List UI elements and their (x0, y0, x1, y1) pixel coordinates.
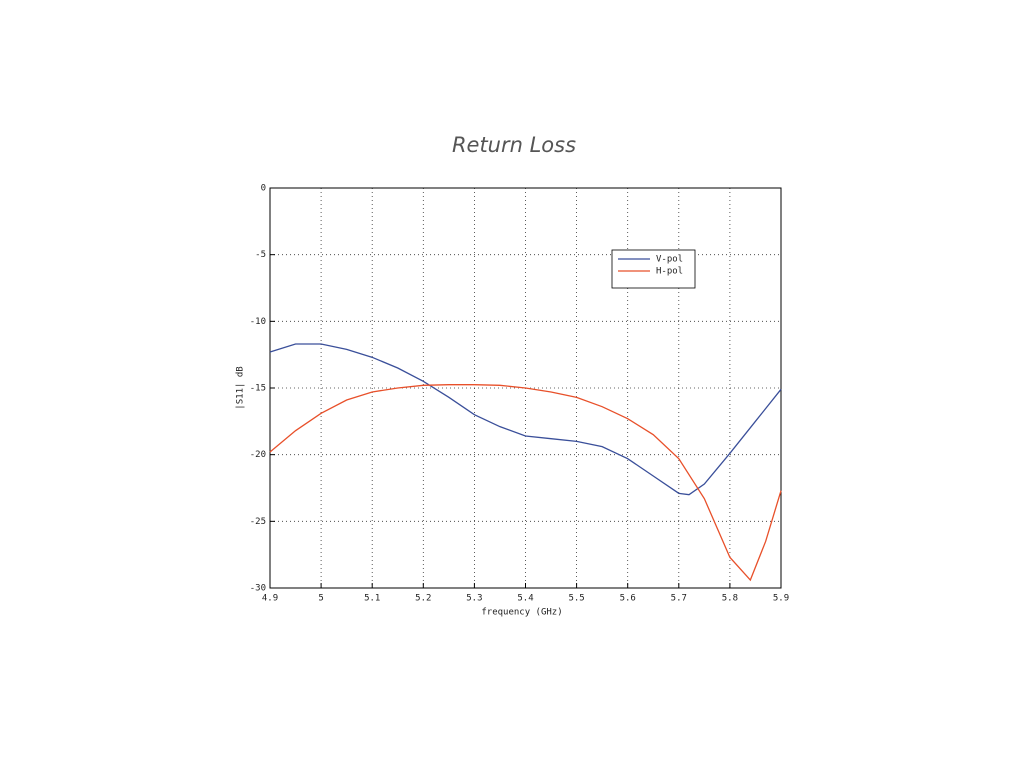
chart-title: Return Loss (452, 133, 576, 157)
y-tick-label: 0 (261, 184, 266, 194)
y-tick-label: -20 (250, 450, 266, 460)
y-tick-label: -15 (250, 384, 266, 394)
x-tick-label: 5 (318, 594, 323, 604)
legend-label: V-pol (656, 255, 683, 265)
y-tick-label: -25 (250, 517, 266, 527)
plot-frame (269, 187, 782, 589)
legend-box (611, 249, 696, 289)
data-line (269, 343, 782, 496)
x-tick-label: 5.8 (722, 594, 738, 604)
x-tick-label: 5.4 (517, 594, 533, 604)
x-tick-label: 5.6 (620, 594, 636, 604)
x-tick-label: 5.7 (671, 594, 687, 604)
x-tick-label: 4.9 (262, 594, 278, 604)
x-tick-label: 5.3 (466, 594, 482, 604)
legend-label: H-pol (656, 267, 683, 277)
x-tick-label: 5.5 (568, 594, 584, 604)
x-tick-label: 5.1 (364, 594, 380, 604)
y-tick-label: -30 (250, 584, 266, 594)
x-axis-label: frequency (GHz) (481, 608, 562, 618)
y-tick-label: -10 (250, 317, 266, 327)
y-axis-label: |S11| dB (236, 366, 246, 409)
data-line (269, 384, 782, 582)
y-tick-label: -5 (255, 250, 266, 260)
x-tick-label: 5.2 (415, 594, 431, 604)
x-tick-label: 5.9 (773, 594, 789, 604)
